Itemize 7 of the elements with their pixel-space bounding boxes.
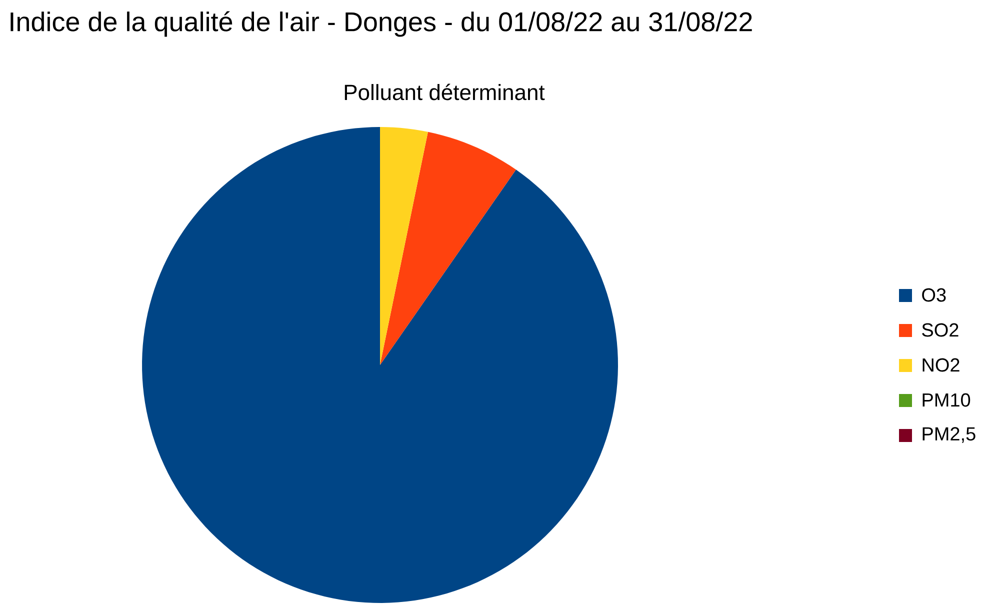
legend-label: PM10 [922,393,970,407]
chart-title: Indice de la qualité de l'air - Donges - du 01/08/22 au 31/08/22 [10,11,752,37]
chart-subtitle: Polluant déterminant [344,84,545,100]
legend-label: NO2 [922,358,960,372]
legend-label: O3 [922,288,946,302]
legend-label: SO2 [922,323,958,337]
legend-label: PM2,5 [922,427,976,443]
